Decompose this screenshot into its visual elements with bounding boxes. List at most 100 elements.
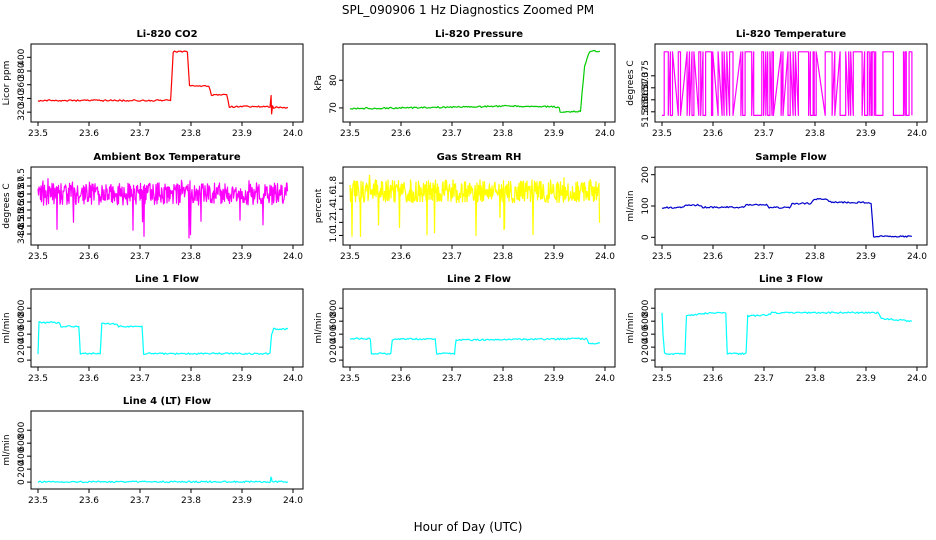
panel-1-x-tick-label: 24.0: [283, 129, 303, 139]
panel-6-y-tick-label: 0: [641, 234, 651, 240]
panel-5-x-tick-label: 23.7: [442, 252, 462, 262]
panel-10-series-line: [37, 476, 289, 484]
panel-10-y-tick-label: 0: [17, 479, 27, 485]
panel-5-title: Gas Stream RH: [437, 152, 522, 163]
panel-5-x-tick-label: 24.0: [595, 252, 615, 262]
panel-5-y-tick-label: 1.0: [329, 228, 339, 243]
panel-2-x-tick-label: 23.9: [544, 129, 564, 139]
panel-3-y-tick-label: 51.370: [641, 72, 651, 104]
figure-x-axis-label: Hour of Day (UTC): [414, 520, 523, 534]
panel-9: Line 3 Flow ml/min 23.5 23.6 23.7 23.8 23.9 24.…: [626, 274, 928, 384]
panel-2-y-axis-label: kPa: [314, 75, 324, 91]
panel-3-series-line: [662, 51, 913, 116]
panel-5-y-tick-label: 1.2: [329, 215, 339, 229]
panel-1-frame: [30, 43, 304, 123]
panel-9-x-tick-label: 23.8: [805, 374, 825, 384]
panel-1-x-tick-label: 23.8: [181, 129, 201, 139]
panel-6-x-tick-label: 23.7: [754, 252, 774, 262]
panel-8-y-tick-label: 200: [329, 338, 339, 355]
panel-7-y-tick-label: 200: [17, 338, 27, 355]
panel-6-y-axis-label: ml/min: [626, 190, 636, 221]
panel-3-y-tick-label: 51.365: [641, 84, 651, 116]
panel-4: Ambient Box Temperature degrees C 23.5 23.6…: [2, 152, 304, 262]
panel-2-frame: [342, 43, 616, 123]
panel-10-x-tick-label: 23.6: [79, 496, 99, 506]
panel-6-series-line: [661, 197, 913, 238]
panel-4-series-line: [37, 178, 289, 239]
panel-1-y-tick-label: 340: [17, 90, 27, 107]
panel-6: Sample Flow ml/min 23.5 23.6 23.7 23.8 23.9 24.…: [626, 152, 928, 262]
panel-9-x-tick-label: 23.9: [856, 374, 876, 384]
panel-4-y-axis-label: degrees C: [2, 183, 12, 228]
panel-2: Li-820 Pressure kPa 23.5 23.6 23.7 23.8 23.9 24…: [314, 29, 616, 139]
panel-4-y-tick-label: 34.5: [17, 216, 27, 236]
panel-7-x-tick-label: 23.9: [232, 374, 252, 384]
panel-2-y-tick-label: 70: [329, 102, 339, 114]
panel-grid: Li-820 CO2 Licor ppm 23.5 23.6 23.7 23.8 23.9 2…: [2, 29, 928, 506]
panel-4-x-tick-label: 23.6: [79, 252, 99, 262]
panel-5-y-tick-label: 1.4: [329, 202, 339, 217]
panel-2-y-tick-label: 80: [329, 74, 339, 86]
panel-2-title: Li-820 Pressure: [435, 29, 523, 40]
panel-5: Gas Stream RH percent 23.5 23.6 23.7 23.8 23.9…: [314, 152, 616, 262]
panel-4-y-tick-label: 37.0: [17, 176, 27, 196]
panel-9-x-tick-label: 23.7: [754, 374, 774, 384]
panel-10-x-tick-label: 23.9: [232, 496, 252, 506]
panel-1: Li-820 CO2 Licor ppm 23.5 23.6 23.7 23.8 23.9 2…: [2, 29, 304, 139]
panel-4-frame: [30, 166, 304, 246]
panel-3-x-tick-label: 23.5: [652, 129, 672, 139]
panel-7-y-tick-label: 400: [17, 325, 27, 342]
panel-4-title: Ambient Box Temperature: [93, 152, 240, 163]
panel-9-x-tick-label: 24.0: [907, 374, 927, 384]
panel-3-title: Li-820 Temperature: [736, 29, 846, 40]
panel-8: Line 2 Flow ml/min 23.5 23.6 23.7 23.8 23.9 24.…: [314, 274, 616, 384]
panel-3-x-tick-label: 23.7: [754, 129, 774, 139]
panel-7-frame: [30, 288, 304, 368]
panel-5-y-tick-label: 1.6: [329, 189, 339, 204]
panel-7-x-tick-label: 24.0: [283, 374, 303, 384]
panel-8-y-tick-label: 600: [329, 312, 339, 329]
panel-4-y-tick-label: 34.0: [17, 224, 27, 244]
panel-8-x-tick-label: 23.6: [391, 374, 411, 384]
panel-4-y-tick-label: 36.5: [17, 184, 27, 204]
panel-4-y-tick-label: 35.5: [17, 200, 27, 220]
panel-6-x-tick-label: 23.8: [805, 252, 825, 262]
panel-4-x-tick-label: 23.5: [28, 252, 48, 262]
panel-10-y-axis-label: ml/min: [2, 434, 12, 465]
panel-9-y-tick-label: 200: [641, 338, 651, 355]
panel-9-series-line: [661, 311, 913, 355]
panel-10-y-tick-label: 600: [17, 434, 27, 451]
panel-5-y-tick-label: 1.8: [329, 176, 339, 191]
panel-9-y-axis-label: ml/min: [626, 312, 636, 343]
panel-3-x-tick-label: 23.9: [856, 129, 876, 139]
panel-10-frame: [30, 410, 304, 490]
panel-3-y-tick-label: 51.360: [641, 96, 651, 128]
panel-7-y-tick-label: 600: [17, 312, 27, 329]
panel-5-y-axis-label: percent: [314, 188, 324, 223]
panel-2-series-line: [349, 49, 601, 113]
panel-9-title: Line 3 Flow: [759, 274, 823, 285]
panel-1-series-line: [37, 50, 289, 115]
panel-10-x-tick-label: 23.8: [181, 496, 201, 506]
panel-8-x-tick-label: 24.0: [595, 374, 615, 384]
panel-9-y-tick-label: 600: [641, 312, 651, 329]
panel-6-x-tick-label: 24.0: [907, 252, 927, 262]
panel-8-y-tick-label: 800: [329, 299, 339, 316]
panel-8-title: Line 2 Flow: [447, 274, 511, 285]
panel-5-x-tick-label: 23.9: [544, 252, 564, 262]
panel-3-x-tick-label: 23.8: [805, 129, 825, 139]
panel-6-y-tick-label: 200: [641, 166, 651, 183]
panel-1-y-tick-label: 380: [17, 62, 27, 79]
panel-1-x-tick-label: 23.9: [232, 129, 252, 139]
panel-9-y-tick-label: 0: [641, 357, 651, 363]
panel-7-y-tick-label: 0: [17, 357, 27, 363]
panel-4-y-tick-label: 35.0: [17, 208, 27, 228]
panel-1-y-tick-label: 320: [17, 103, 27, 120]
panel-4-x-tick-label: 23.8: [181, 252, 201, 262]
panel-2-x-tick-label: 23.8: [493, 129, 513, 139]
panel-8-y-tick-label: 0: [329, 357, 339, 363]
panel-8-y-axis-label: ml/min: [314, 312, 324, 343]
panel-1-y-tick-label: 400: [17, 48, 27, 65]
panel-8-series-line: [349, 337, 601, 355]
panel-6-x-tick-label: 23.9: [856, 252, 876, 262]
